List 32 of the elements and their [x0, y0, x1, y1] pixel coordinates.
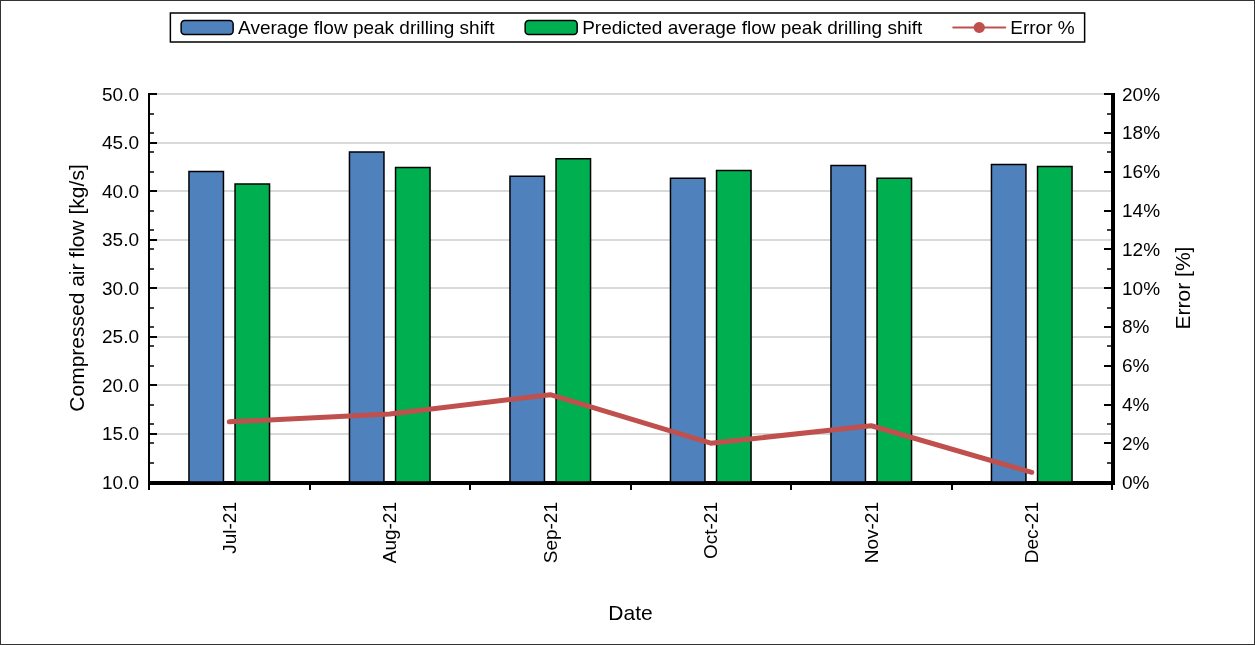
y2-tick-label: 10% [1122, 277, 1161, 299]
legend-label: Average flow peak drilling shift [238, 17, 496, 38]
x-tick-label: Aug-21 [379, 502, 401, 564]
y2-tick-label: 0% [1122, 471, 1150, 493]
y-tick-label: 10.0 [102, 471, 139, 493]
y2-tick-label: 20% [1122, 83, 1161, 105]
y-tick-label: 25.0 [102, 326, 139, 347]
y2-tick-label: 16% [1122, 161, 1161, 183]
y2-axis-title: Error [%] [1171, 246, 1194, 330]
y2-tick-label: 2% [1122, 432, 1150, 454]
y2-tick-label: 18% [1122, 122, 1161, 144]
x-tick-label: Sep-21 [539, 502, 561, 564]
x-tick-label: Dec-21 [1021, 502, 1043, 564]
x-tick-label: Nov-21 [860, 502, 882, 564]
y2-tick-label: 4% [1122, 393, 1150, 415]
y-axis-title: Compressed air flow [kg/s] [65, 164, 88, 412]
x-axis-title: Date [608, 601, 653, 624]
y2-tick-label: 6% [1122, 355, 1150, 377]
x-tick-label: Oct-21 [700, 502, 722, 560]
y-tick-label: 40.0 [102, 180, 139, 202]
y-tick-label: 30.0 [102, 277, 139, 299]
y2-tick-label: 12% [1122, 238, 1161, 260]
y-tick-label: 50.0 [102, 83, 139, 105]
y2-tick-label: 14% [1122, 199, 1161, 221]
y2-tick-label: 8% [1122, 316, 1150, 338]
y-tick-label: 45.0 [102, 132, 139, 153]
x-tick-label: Jul-21 [218, 502, 240, 554]
y-tick-label: 20.0 [102, 374, 139, 396]
legend-label: Error % [1010, 17, 1075, 38]
y-tick-label: 15.0 [102, 423, 139, 444]
y-tick-label: 35.0 [102, 229, 139, 250]
legend-label: Predicted average flow peak drilling shift [582, 17, 923, 38]
